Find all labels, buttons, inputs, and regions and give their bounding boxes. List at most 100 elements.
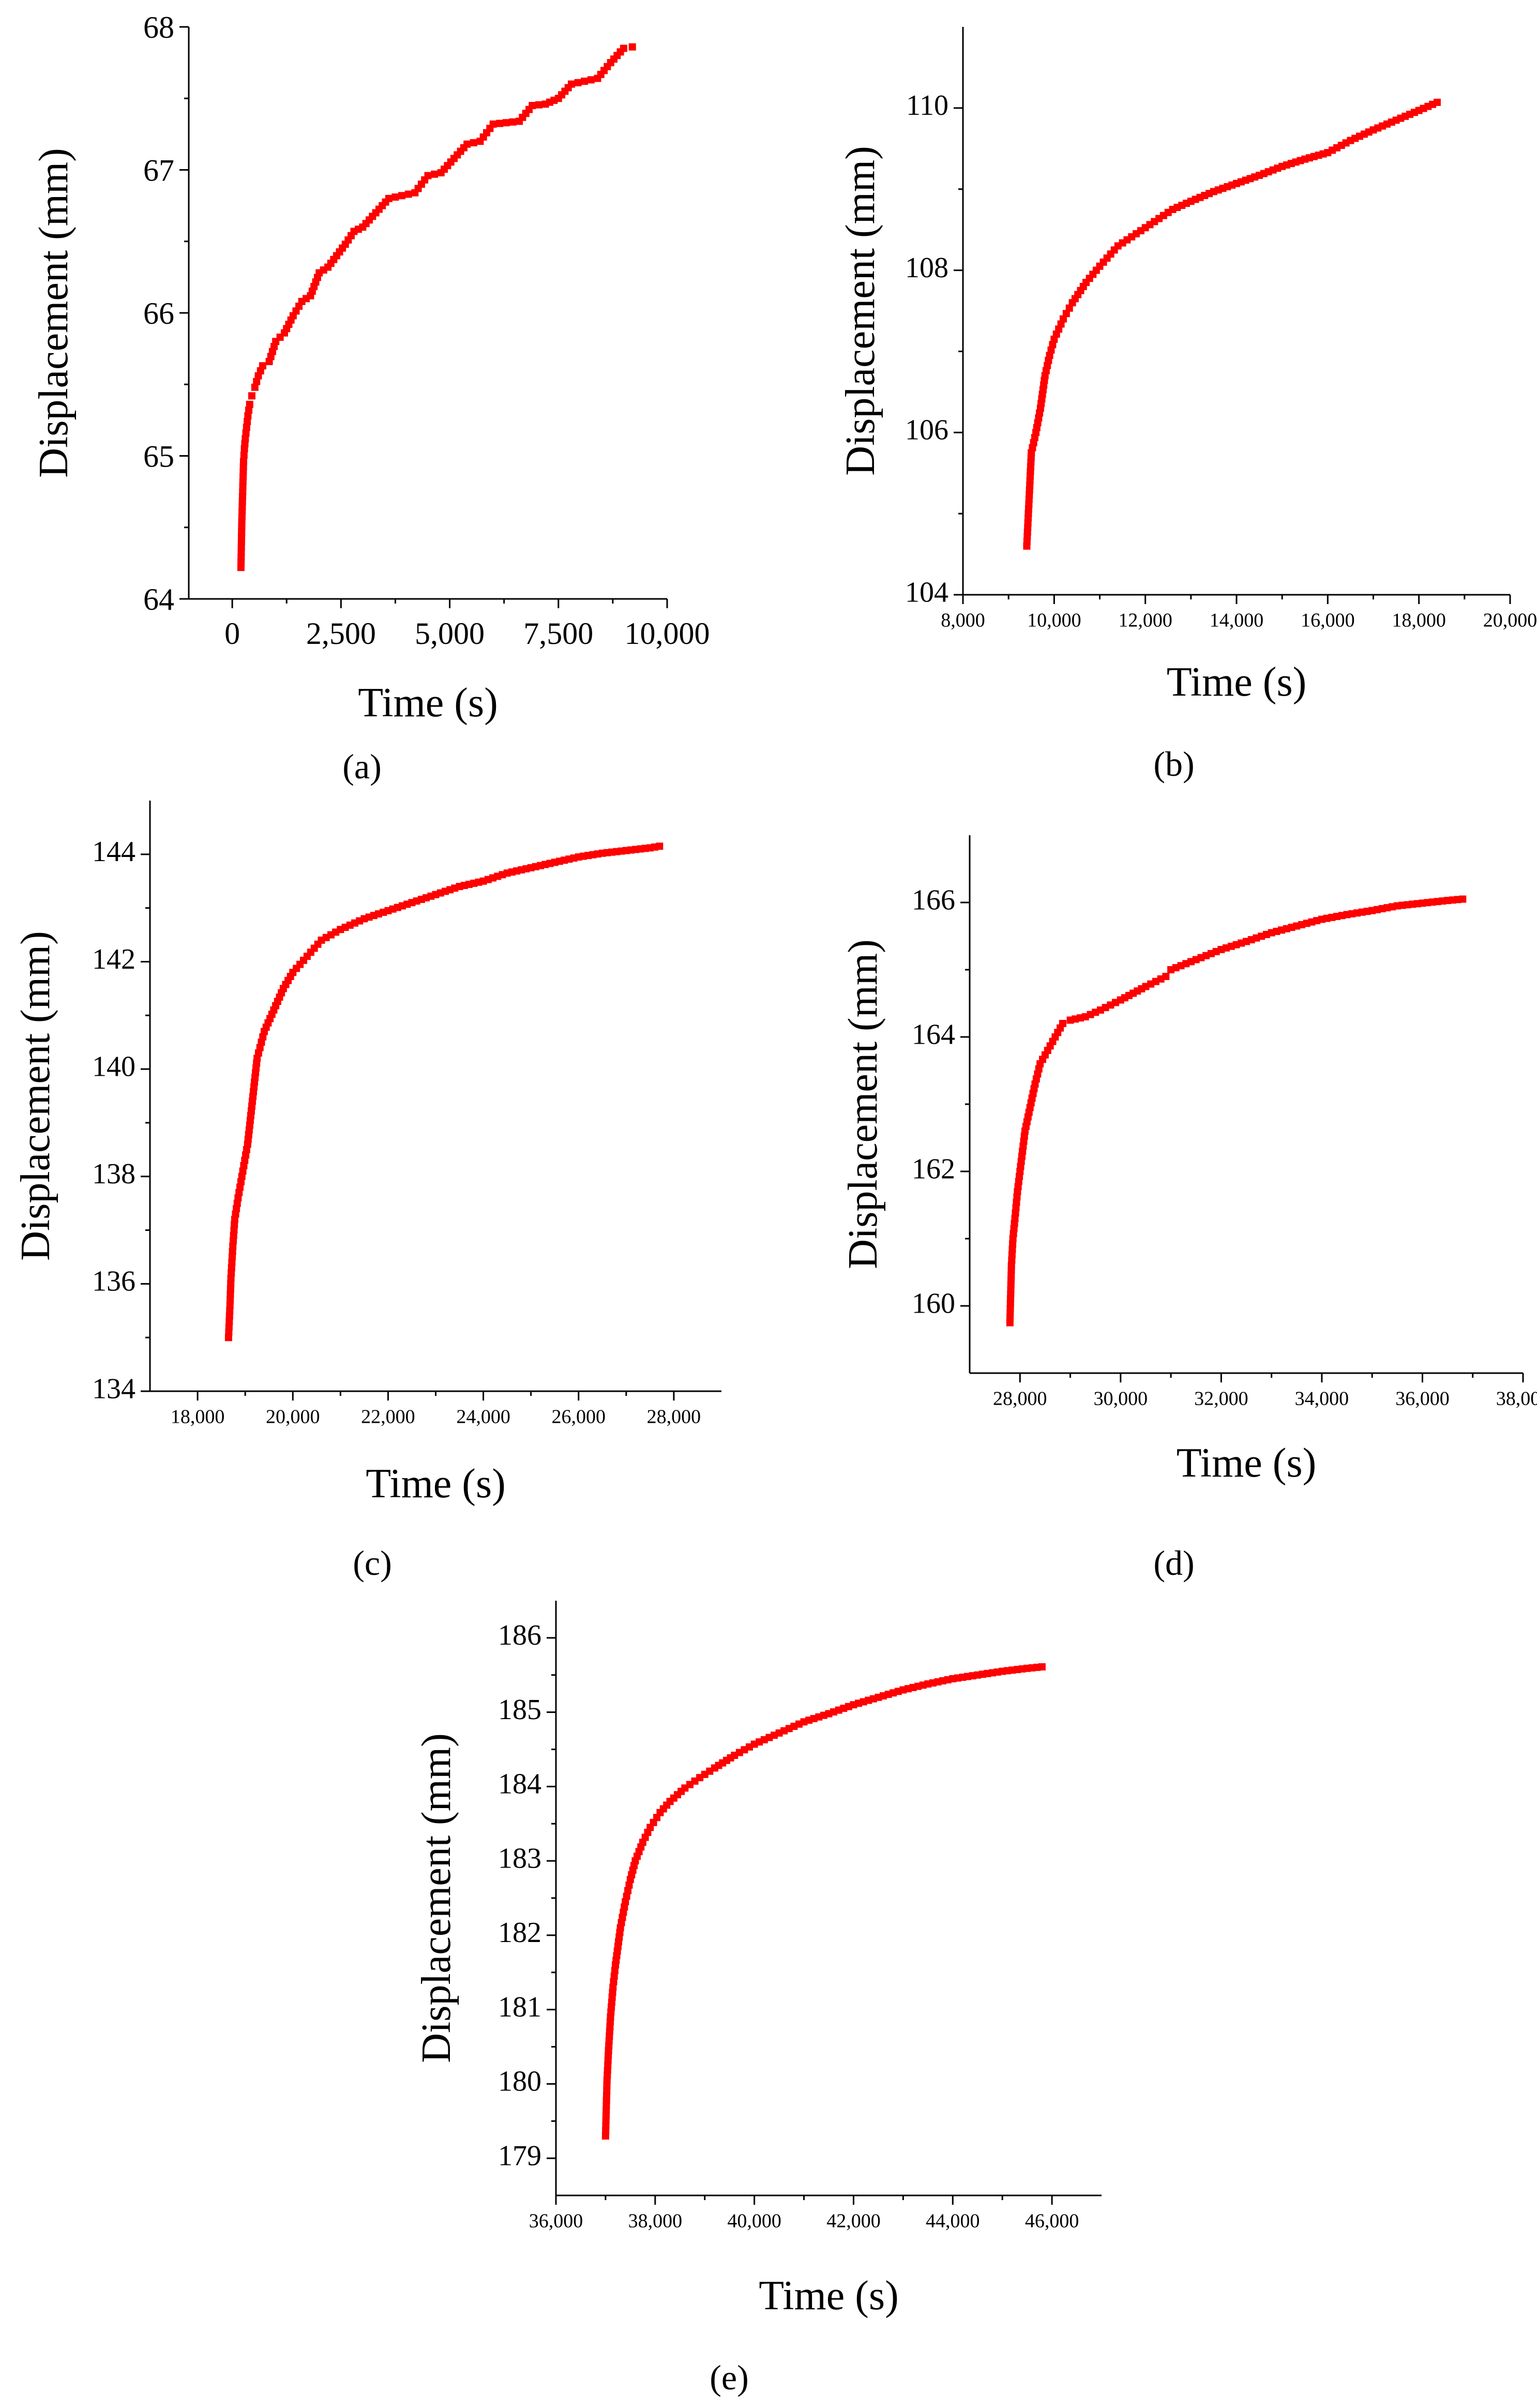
x-tick-label: 12,000 (1118, 610, 1172, 631)
data-point (489, 121, 497, 128)
y-tick-label: 181 (498, 1991, 541, 2023)
data-point-fill (242, 429, 250, 437)
data-point-fill (496, 119, 504, 127)
y-tick-label: 183 (498, 1842, 541, 1874)
x-tick-label: 32,000 (1194, 1388, 1248, 1410)
y-tick-label: 180 (498, 2066, 541, 2098)
x-axis-label: Time (s) (759, 2273, 898, 2319)
panel-label: (d) (1153, 1543, 1194, 1583)
data-point (251, 383, 259, 391)
data-point (239, 458, 247, 465)
x-tick-label: 22,000 (361, 1406, 415, 1428)
data-series (237, 43, 636, 571)
y-tick-label: 66 (143, 296, 174, 330)
data-point-fill (470, 139, 477, 146)
x-axis-label: Time (s) (358, 680, 498, 726)
y-tick-label: 160 (912, 1287, 955, 1319)
data-point (628, 43, 636, 51)
y-tick-label: 108 (905, 252, 948, 284)
x-tick-label: 7,500 (523, 616, 593, 651)
x-tick-label: 2,500 (306, 616, 376, 651)
panel-label: (b) (1153, 744, 1194, 784)
data-point (424, 172, 432, 179)
data-point-fill (624, 1887, 632, 1894)
data-point (244, 412, 252, 420)
y-tick-label: 65 (143, 440, 174, 474)
y-tick-label: 144 (92, 836, 135, 868)
chart-panel-d: 28,000 30,000 32,000 34,000 36,000 38,000 160 1… (840, 835, 1537, 1583)
data-point (243, 424, 250, 431)
data-point (1162, 973, 1170, 980)
data-point-fill (574, 79, 582, 86)
data-point-fill (244, 418, 251, 426)
y-axis-label: Displacement (mm) (838, 146, 883, 476)
y-tick-label: 186 (498, 1619, 541, 1651)
data-point-fill (391, 193, 399, 201)
x-tick-label: 20,000 (266, 1406, 320, 1428)
x-tick-label: 42,000 (826, 2210, 881, 2232)
x-tick-label: 10,000 (625, 616, 710, 651)
data-point (568, 80, 575, 88)
y-tick-label: 179 (498, 2140, 541, 2172)
x-tick-label: 36,000 (1395, 1388, 1450, 1410)
y-tick-label: 134 (92, 1373, 135, 1405)
chart-panel-b: 8,000 10,000 12,000 14,000 16,000 18,000 20,00… (838, 27, 1537, 784)
x-tick-label: 0 (224, 616, 240, 651)
x-tick-label: 40,000 (727, 2210, 781, 2232)
x-tick-label: 30,000 (1094, 1388, 1148, 1410)
data-point-fill (610, 1972, 618, 1980)
data-point-fill (587, 76, 595, 84)
y-tick-label: 184 (498, 1768, 541, 1800)
x-tick-label: 34,000 (1295, 1388, 1349, 1410)
data-point (620, 44, 627, 52)
y-tick-label: 64 (143, 582, 174, 616)
chart-panel-a: 0 2,500 5,000 7,500 10,000 64 65 66 67 68 Time (s)… (31, 10, 710, 786)
y-axis-label: Displacement (mm) (414, 1733, 459, 2063)
data-point-fill (253, 378, 261, 385)
data-point (463, 140, 471, 148)
y-tick-label: 140 (92, 1050, 135, 1082)
y-tick-label: 110 (906, 89, 948, 122)
chart-panel-c: 18,000 20,000 22,000 24,000 26,000 28,000 134 1… (13, 801, 721, 1583)
data-point-fill (623, 1892, 630, 1900)
x-tick-label: 5,000 (415, 616, 485, 651)
y-axis-label: Displacement (mm) (31, 148, 77, 478)
data-point-fill (404, 190, 412, 198)
data-point-fill (535, 101, 543, 109)
data-series (224, 842, 664, 1342)
data-point (246, 400, 253, 408)
data-series (1006, 895, 1467, 1327)
y-tick-label: 164 (912, 1018, 955, 1050)
x-tick-label: 28,000 (647, 1406, 701, 1428)
data-point (1459, 895, 1467, 903)
y-tick-label: 68 (143, 10, 174, 44)
data-point (1433, 98, 1441, 106)
y-axis-label: Displacement (mm) (840, 939, 886, 1269)
x-tick-label: 26,000 (552, 1406, 606, 1428)
x-tick-label: 18,000 (1392, 610, 1446, 631)
y-tick-label: 138 (92, 1158, 135, 1190)
data-point-fill (611, 1967, 619, 1975)
x-tick-label: 10,000 (1027, 610, 1081, 631)
x-tick-label: 20,000 (1483, 610, 1537, 631)
data-point (1038, 1663, 1046, 1670)
data-point (242, 435, 249, 443)
data-point (1059, 1020, 1066, 1027)
y-tick-label: 185 (498, 1694, 541, 1726)
panel-label: (c) (353, 1543, 391, 1583)
data-point-fill (431, 170, 439, 178)
x-axis-label: Time (s) (1167, 659, 1306, 705)
data-point-fill (245, 407, 253, 414)
x-tick-label: 38,000 (1496, 1388, 1537, 1410)
y-tick-label: 106 (905, 414, 948, 446)
x-tick-label: 8,000 (941, 610, 985, 631)
x-tick-label: 24,000 (456, 1406, 510, 1428)
y-tick-label: 162 (912, 1153, 955, 1185)
y-tick-label: 104 (905, 576, 948, 608)
x-tick-label: 36,000 (529, 2210, 583, 2232)
x-tick-label: 46,000 (1025, 2210, 1079, 2232)
y-axis-label: Displacement (mm) (13, 931, 58, 1261)
x-tick-label: 44,000 (926, 2210, 980, 2232)
data-point (656, 842, 664, 850)
